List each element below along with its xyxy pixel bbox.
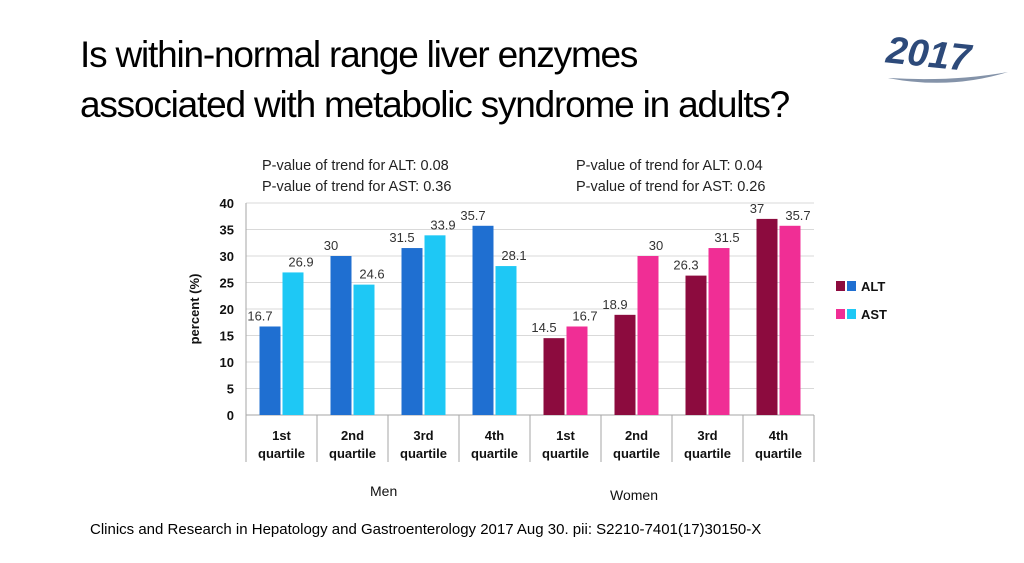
data-label: 30 (649, 238, 663, 253)
pvalue-men-ast: P-value of trend for AST: 0.36 (262, 179, 452, 195)
x-tick-label-line2: quartile (329, 446, 376, 461)
x-tick-label-line1: 2nd (341, 428, 364, 443)
legend-swatch-men-alt (847, 281, 856, 291)
x-tick-label-line1: 3rd (697, 428, 717, 443)
bar-alt-men-3 (401, 248, 423, 415)
data-label: 35.7 (460, 208, 485, 223)
x-tick-label-line1: 1st (556, 428, 575, 443)
y-tick-label: 0 (227, 408, 234, 423)
x-tick-label-line1: 4th (485, 428, 505, 443)
y-tick-label: 25 (220, 276, 234, 291)
data-label: 30 (324, 238, 338, 253)
bar-ast-men-3 (424, 235, 446, 415)
x-tick-label-line2: quartile (684, 446, 731, 461)
bar-ast-women-4 (779, 225, 801, 415)
x-tick-label-line2: quartile (542, 446, 589, 461)
bar-ast-women-1 (566, 326, 588, 415)
data-label: 31.5 (389, 230, 414, 245)
x-tick-label-line1: 3rd (413, 428, 433, 443)
pvalue-men: P-value of trend for ALT: 0.08 P-value o… (262, 156, 451, 198)
y-tick-label: 20 (220, 302, 234, 317)
y-tick-label: 10 (220, 355, 234, 370)
x-tick-label-line2: quartile (755, 446, 802, 461)
year-badge-text: 2017 (883, 29, 974, 80)
bar-alt-men-2 (330, 256, 352, 415)
data-label: 35.7 (785, 208, 810, 223)
bar-alt-men-1 (259, 326, 281, 415)
data-label: 24.6 (359, 267, 384, 282)
bar-ast-men-4 (495, 266, 517, 415)
data-label: 26.3 (673, 258, 698, 273)
bar-alt-women-3 (685, 275, 707, 415)
data-label: 16.7 (247, 308, 272, 323)
group-label-women: Women (610, 487, 658, 503)
bar-ast-women-3 (708, 248, 730, 415)
x-tick-label-line1: 1st (272, 428, 291, 443)
x-tick-label-line1: 4th (769, 428, 789, 443)
data-label: 18.9 (602, 297, 627, 312)
citation: Clinics and Research in Hepatology and G… (90, 521, 762, 538)
y-tick-label: 5 (227, 382, 234, 397)
bar-alt-women-2 (614, 314, 636, 415)
bar-alt-women-4 (756, 218, 778, 415)
x-tick-label-line2: quartile (613, 446, 660, 461)
bar-alt-women-1 (543, 338, 565, 415)
x-tick-label-line2: quartile (258, 446, 305, 461)
data-label: 31.5 (714, 230, 739, 245)
y-tick-label: 35 (220, 223, 234, 238)
pvalue-women-ast: P-value of trend for AST: 0.26 (576, 179, 766, 195)
legend-label-alt: ALT (861, 279, 885, 294)
pvalue-women: P-value of trend for ALT: 0.04 P-value o… (576, 156, 765, 198)
data-label: 33.9 (430, 217, 455, 232)
year-badge-swoosh (888, 72, 1008, 83)
legend-label-ast: AST (861, 307, 887, 322)
bar-ast-men-2 (353, 284, 375, 415)
y-tick-label: 15 (220, 329, 234, 344)
x-tick-label-line2: quartile (400, 446, 447, 461)
legend-swatch-men-ast (847, 309, 856, 319)
slide-title-line-2: associated with metabolic syndrome in ad… (80, 84, 790, 125)
pvalue-women-alt: P-value of trend for ALT: 0.04 (576, 158, 763, 174)
data-label: 14.5 (531, 320, 556, 335)
legend-swatch-women-alt (836, 281, 845, 291)
bar-ast-men-1 (282, 272, 304, 415)
group-label-men: Men (370, 483, 398, 499)
y-axis-title: percent (%) (187, 274, 202, 345)
x-tick-label-line1: 2nd (625, 428, 648, 443)
y-tick-label: 30 (220, 249, 234, 264)
pvalue-men-alt: P-value of trend for ALT: 0.08 (262, 158, 449, 174)
legend-swatch-women-ast (836, 309, 845, 319)
y-tick-label: 40 (220, 196, 234, 211)
data-label: 26.9 (288, 254, 313, 269)
slide-title: Is within-normal range liver enzymes ass… (80, 30, 980, 130)
data-label: 16.7 (572, 308, 597, 323)
year-badge: 2017 (883, 29, 1008, 83)
data-label: 28.1 (501, 248, 526, 263)
slide-title-line-1: Is within-normal range liver enzymes (80, 34, 638, 75)
bar-ast-women-2 (637, 256, 659, 415)
data-label: 37 (750, 201, 764, 216)
bar-alt-men-4 (472, 225, 494, 415)
x-tick-label-line2: quartile (471, 446, 518, 461)
